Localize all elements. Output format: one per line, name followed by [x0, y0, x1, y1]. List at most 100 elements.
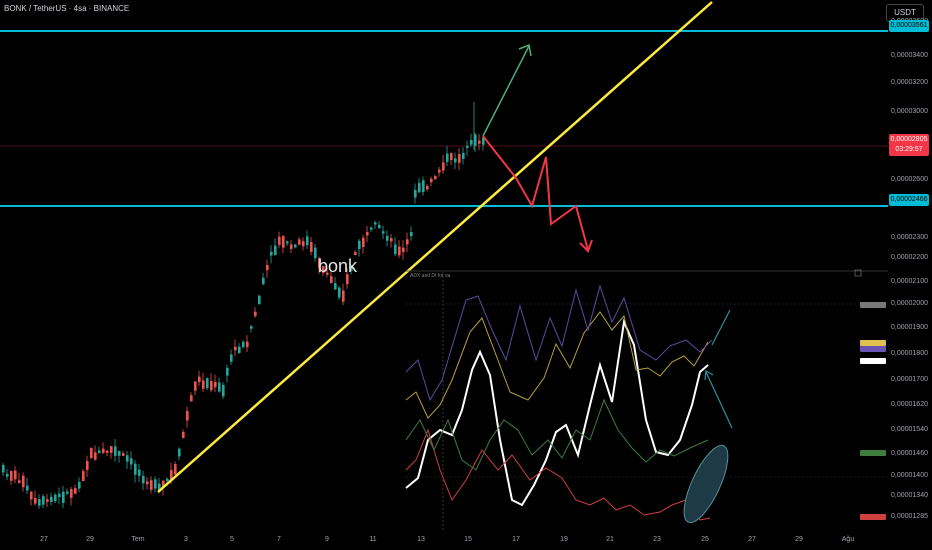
candle-body [302, 241, 305, 247]
time-axis-label: 19 [560, 536, 568, 543]
candle-body [22, 475, 25, 488]
candle-body [162, 480, 165, 488]
candle-body [166, 478, 169, 482]
green-di-line [405, 398, 709, 471]
candle-body [238, 346, 241, 354]
price-tag: 03:29:57 [889, 144, 929, 156]
candle-body [18, 480, 21, 483]
candle-body [254, 311, 257, 317]
green-projection-arrow[interactable] [482, 43, 532, 137]
candle-body [38, 499, 41, 506]
candle-body [122, 453, 125, 456]
candle-body [62, 491, 65, 503]
price-axis-label: 0,00002000 [891, 300, 928, 307]
plus-di-line [405, 311, 709, 419]
indicator-value-swatch [860, 514, 886, 520]
candle-body [430, 178, 433, 183]
candle-body [262, 277, 265, 285]
candle-body [126, 455, 129, 462]
time-axis-label: 5 [230, 536, 234, 543]
candle-body [106, 450, 109, 453]
candle-body [470, 140, 473, 145]
adx-indicator-panel [405, 269, 888, 530]
candle-body [30, 491, 33, 500]
minus-di-line [405, 428, 711, 521]
time-axis-label: 3 [184, 536, 188, 543]
candle-body [462, 152, 465, 159]
price-axis-label: 0,00002600 [891, 176, 928, 183]
candle-body [242, 341, 245, 348]
indicator-value-swatch [860, 450, 886, 456]
candle-body [414, 189, 417, 198]
chart-watermark-text: bonk [318, 256, 358, 276]
price-axis-label: 0,00001460 [891, 450, 928, 457]
candle-body [218, 382, 221, 392]
candle-body [286, 241, 289, 244]
price-axis-label: 0,00001400 [891, 472, 928, 479]
red-projection-arrow[interactable] [482, 135, 593, 253]
candle-body [374, 222, 377, 225]
candle-body [386, 235, 389, 241]
time-axis-label: 7 [277, 536, 281, 543]
candle-body [94, 452, 97, 460]
candle-body [274, 245, 277, 256]
candle-body [418, 182, 421, 193]
candle-body [154, 479, 157, 489]
candle-body [2, 464, 5, 473]
candle-body [354, 252, 357, 256]
candle-body [146, 481, 149, 485]
price-axis-label: 0,00001700 [891, 376, 928, 383]
candle-body [434, 176, 437, 180]
trend-line[interactable] [157, 1, 713, 493]
candle-body [278, 236, 281, 245]
indicator-title: ADX and DI for va [410, 273, 451, 279]
highlight-ellipse [683, 444, 729, 524]
candle-body [230, 354, 233, 362]
candle-body [398, 246, 401, 256]
candle-body [74, 488, 77, 494]
price-tag: 0,00003561 [889, 20, 929, 32]
candle-body [474, 134, 477, 146]
candle-body [406, 239, 409, 245]
candle-body [442, 162, 445, 171]
candle-body [6, 473, 9, 477]
candle-body [194, 381, 197, 391]
candle-body [102, 448, 105, 453]
candle-body [446, 153, 449, 162]
time-axis-label: 29 [86, 536, 94, 543]
candle-body [310, 242, 313, 252]
candle-body [158, 483, 161, 493]
candle-body [458, 154, 461, 163]
candle-body [10, 471, 13, 481]
candle-body [90, 447, 93, 459]
time-axis-label: 23 [653, 536, 661, 543]
candle-body [118, 451, 121, 456]
candle-body [198, 376, 201, 383]
candle-body [482, 137, 485, 145]
price-axis-label: 0,00002100 [891, 278, 928, 285]
price-axis-label: 0,00003200 [891, 79, 928, 86]
candle-body [410, 232, 413, 237]
candle-body [246, 341, 249, 348]
candle-body [390, 238, 393, 242]
price-axis-label: 0,00001900 [891, 324, 928, 331]
time-axis-label: 21 [606, 536, 614, 543]
candle-body [438, 169, 441, 173]
candle-body [338, 287, 341, 298]
candle-body [290, 244, 293, 249]
time-axis-label: 29 [795, 536, 803, 543]
candle-body [134, 463, 137, 475]
price-axis-label: 0,00002300 [891, 234, 928, 241]
candle-body [78, 481, 81, 489]
candle-body [382, 231, 385, 234]
time-axis-label: 27 [40, 536, 48, 543]
candle-body [322, 266, 325, 273]
candle-body [58, 493, 61, 498]
candle-body [402, 247, 405, 253]
candle-body [174, 464, 177, 475]
candle-body [266, 265, 269, 271]
candle-body [142, 475, 145, 484]
blue-signal-arrows[interactable] [704, 309, 733, 429]
time-axis-label: 9 [325, 536, 329, 543]
